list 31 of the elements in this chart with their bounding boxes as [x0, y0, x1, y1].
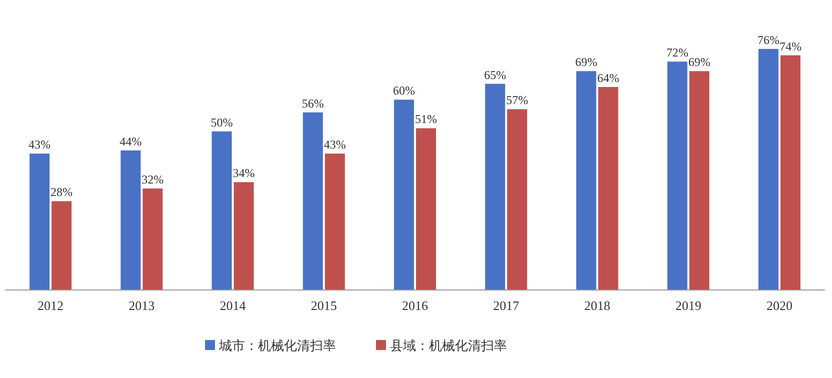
- data-label: 50%: [210, 115, 233, 130]
- data-label: 60%: [393, 84, 415, 98]
- legend-label: 县域：机械化清扫率: [390, 338, 507, 354]
- x-tick-label: 2012: [38, 298, 64, 313]
- x-tick-label: 2015: [310, 298, 337, 313]
- data-label: 51%: [415, 112, 437, 126]
- data-label: 28%: [50, 185, 73, 200]
- data-label: 69%: [688, 55, 710, 70]
- data-label: 64%: [597, 70, 620, 85]
- legend-label: 城市：机械化清扫率: [218, 338, 336, 354]
- data-label: 43%: [28, 138, 51, 152]
- data-label: 56%: [302, 96, 324, 110]
- data-label: 44%: [120, 134, 142, 148]
- x-tick-label: 2019: [675, 298, 702, 313]
- x-tick-label: 2020: [766, 298, 792, 313]
- data-label: 43%: [324, 138, 346, 152]
- data-label: 57%: [506, 93, 528, 108]
- data-label: 69%: [575, 55, 598, 70]
- data-label: 32%: [142, 172, 164, 186]
- x-tick-label: 2014: [220, 298, 246, 313]
- x-tick-label: 2016: [402, 298, 428, 313]
- x-tick-label: 2017: [493, 298, 520, 313]
- data-label: 34%: [232, 166, 255, 180]
- legend-item: 城市：机械化清扫率: [205, 339, 336, 354]
- data-label: 72%: [666, 46, 688, 60]
- x-tick-label: 2013: [128, 298, 155, 313]
- legend-item: 县域：机械化清扫率: [376, 339, 507, 354]
- data-label: 76%: [757, 32, 780, 47]
- x-tick-label: 2018: [584, 298, 610, 313]
- data-label: 65%: [484, 68, 506, 82]
- data-label: 74%: [779, 39, 802, 54]
